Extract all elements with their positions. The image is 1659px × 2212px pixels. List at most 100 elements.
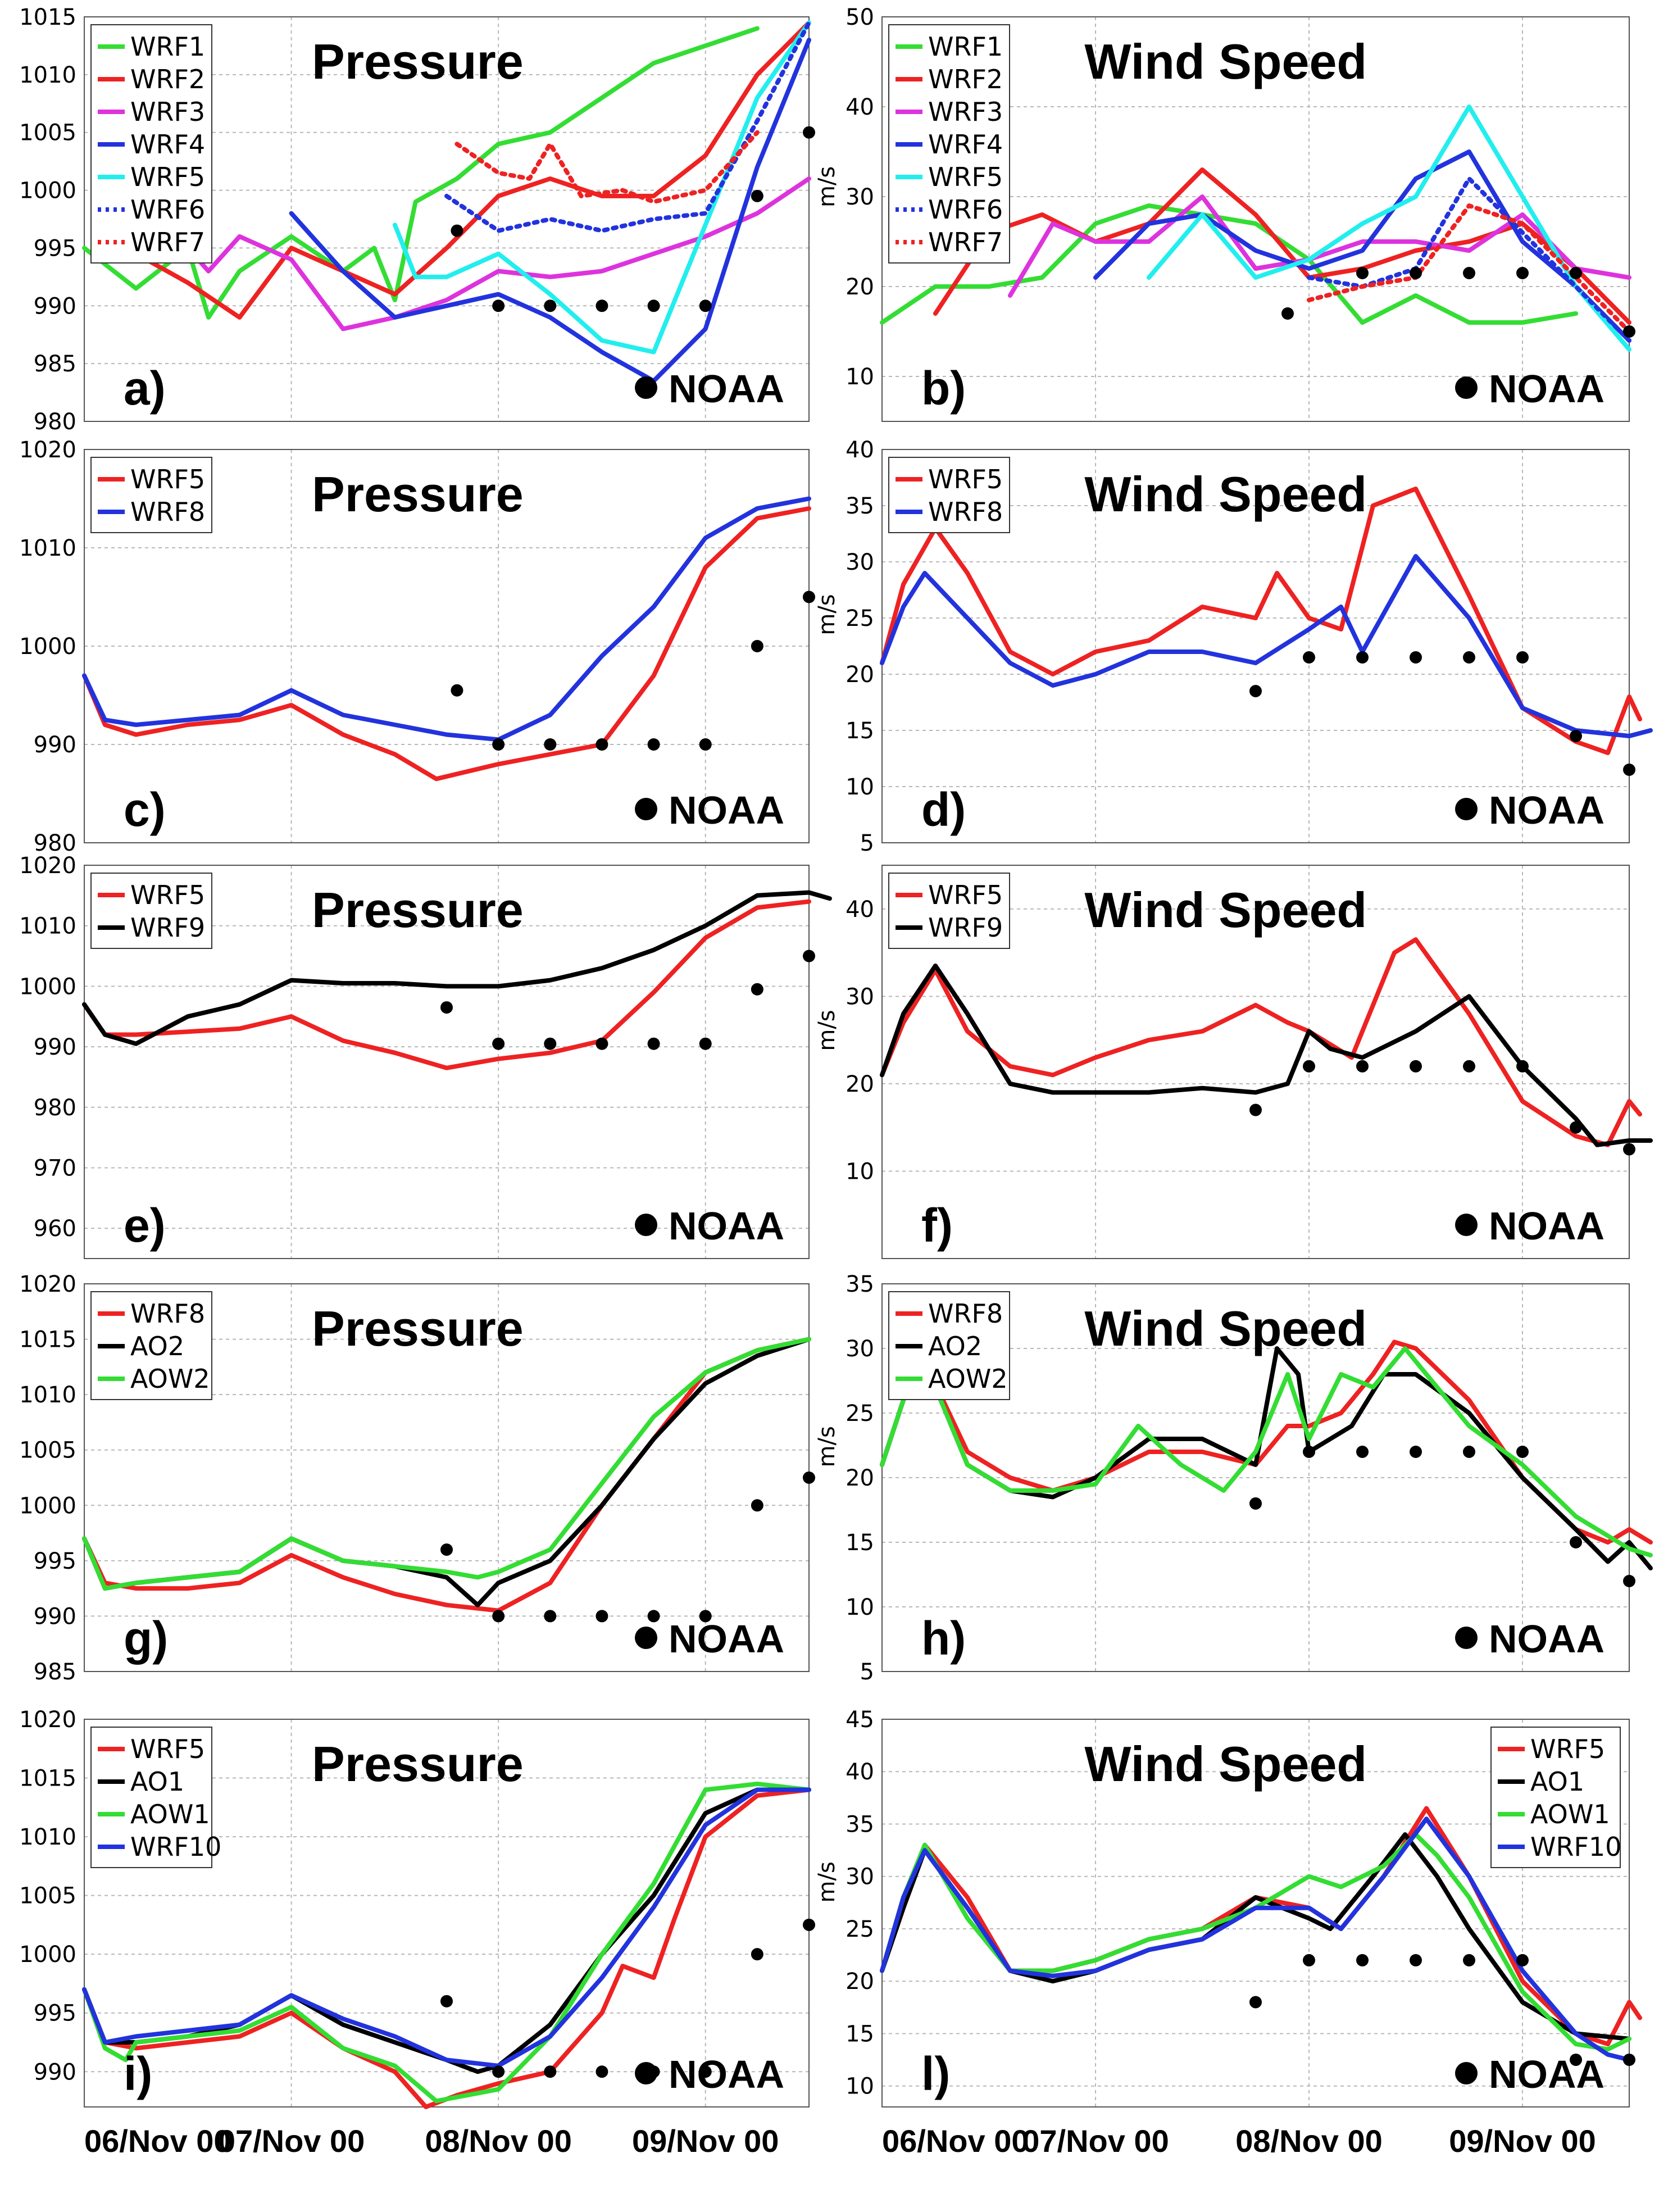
legend-label: WRF5 (130, 1734, 205, 1764)
y-tick-label: 985 (34, 1659, 76, 1685)
noaa-point (1463, 1954, 1475, 1966)
noaa-point (451, 224, 463, 237)
y-tick-label: 995 (34, 1548, 76, 1574)
noaa-point (803, 126, 815, 139)
y-tick-label: 40 (846, 94, 874, 120)
noaa-point (647, 738, 660, 751)
noaa-point (596, 299, 608, 312)
noaa-point (1410, 1060, 1422, 1073)
legend-label: AO1 (130, 1766, 184, 1797)
noaa-legend-dot (635, 1627, 657, 1649)
noaa-point (1303, 1954, 1315, 1966)
series-line-wrf5 (82, 899, 811, 1070)
noaa-point (1516, 267, 1529, 279)
noaa-legend-dot (1455, 1214, 1478, 1236)
noaa-point (492, 1037, 505, 1050)
chart-title: Pressure (312, 34, 524, 89)
legend-label: AO2 (928, 1331, 982, 1361)
series-line-wrf2 (134, 20, 811, 320)
noaa-legend-dot (635, 1214, 657, 1236)
legend-label: WRF6 (130, 194, 205, 225)
x-tick-label: 09/Nov 00 (1449, 2123, 1596, 2159)
y-tick-label: 1005 (19, 1883, 76, 1909)
y-tick-label: 30 (846, 549, 874, 575)
y-tick-label: 1000 (19, 634, 76, 660)
y-tick-label: 10 (846, 1595, 874, 1620)
noaa-legend-label: NOAA (1489, 367, 1605, 411)
y-tick-label: 1015 (19, 4, 76, 30)
noaa-point (544, 1610, 557, 1623)
legend-label: WRF5 (928, 880, 1003, 910)
series-line-wrf10 (82, 1787, 811, 2068)
y-tick-label: 20 (846, 662, 874, 688)
noaa-point (699, 1037, 712, 1050)
legend-label: WRF8 (928, 497, 1003, 527)
legend-label: WRF5 (130, 464, 205, 494)
noaa-point (1463, 651, 1475, 664)
legend-label: WRF7 (130, 227, 205, 257)
y-tick-label: 1020 (19, 1271, 76, 1297)
y-tick-label: 1000 (19, 1942, 76, 1968)
y-tick-label: 1010 (19, 1382, 76, 1408)
noaa-point (1570, 2054, 1582, 2066)
panel-label: l) (921, 2047, 950, 2100)
noaa-point (751, 1948, 763, 1961)
y-tick-label: 990 (34, 1034, 76, 1060)
legend-label: WRF9 (130, 912, 205, 943)
y-tick-label: 50 (846, 4, 874, 30)
y-tick-label: 30 (846, 984, 874, 1010)
series-line-wrf9 (82, 890, 832, 1046)
noaa-point (751, 640, 763, 652)
chart-title: Pressure (312, 882, 524, 938)
noaa-point (647, 1037, 660, 1050)
y-tick-label: 20 (846, 1071, 874, 1097)
noaa-point (1516, 1954, 1529, 1966)
noaa-point (596, 2065, 608, 2078)
legend-label: WRF10 (130, 1832, 221, 1862)
noaa-legend-label: NOAA (669, 788, 784, 832)
noaa-point (1249, 1103, 1262, 1116)
series-line-wrf4 (1093, 149, 1631, 343)
series-line-wrf5 (1147, 105, 1631, 352)
noaa-point (803, 1471, 815, 1484)
noaa-legend-label: NOAA (1489, 788, 1605, 832)
legend-label: WRF5 (1530, 1734, 1605, 1764)
legend-label: WRF8 (130, 1298, 205, 1329)
noaa-point (1356, 267, 1369, 279)
legend-label: AO1 (1530, 1766, 1584, 1797)
noaa-point (647, 299, 660, 312)
noaa-point (1249, 1497, 1262, 1510)
y-tick-label: 1020 (19, 853, 76, 879)
legend-label: AOW2 (928, 1364, 1008, 1394)
noaa-legend-dot (1455, 798, 1478, 820)
y-axis-label: m/s (814, 166, 840, 207)
series-line-wrf4 (289, 38, 811, 383)
noaa-point (492, 1610, 505, 1623)
plot-frame (881, 1719, 1630, 2107)
panel-label: b) (921, 362, 966, 415)
noaa-point (1570, 730, 1582, 742)
plot-frame (881, 1283, 1630, 1672)
legend-label: AOW1 (130, 1799, 210, 1829)
noaa-point (492, 299, 505, 312)
noaa-point (1410, 267, 1422, 279)
noaa-point (1356, 1446, 1369, 1458)
y-tick-label: 1010 (19, 1824, 76, 1850)
legend-label: WRF4 (928, 129, 1003, 160)
plot-frame (881, 865, 1630, 1259)
legend-label: WRF5 (130, 162, 205, 192)
series-line-wrf8 (82, 1337, 811, 1613)
legend-label: WRF2 (928, 64, 1003, 94)
noaa-point (440, 1995, 453, 2007)
noaa-point (1410, 1446, 1422, 1458)
legend-label: WRF4 (130, 129, 205, 160)
noaa-point (699, 738, 712, 751)
x-tick-label: 06/Nov 00 (882, 2123, 1029, 2159)
panel-g: 985 990 995 1000 1005 1010 1015 1020 Pressure WRF… (19, 1271, 815, 1685)
noaa-point (803, 950, 815, 962)
noaa-point (1410, 651, 1422, 664)
